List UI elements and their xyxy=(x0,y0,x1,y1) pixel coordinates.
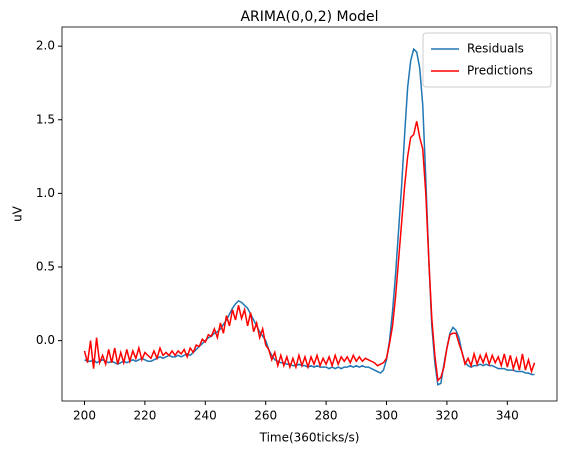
y-tick-label: 0.0 xyxy=(36,333,55,347)
x-tick-label: 280 xyxy=(315,409,338,423)
y-axis-label: uV xyxy=(11,205,25,222)
x-tick-label: 340 xyxy=(496,409,519,423)
x-tick-label: 200 xyxy=(73,409,96,423)
y-tick-label: 1.5 xyxy=(36,112,55,126)
legend-box xyxy=(422,32,552,88)
x-axis-label: Time(360ticks/s) xyxy=(259,431,360,445)
legend-label: Residuals xyxy=(467,42,524,56)
axes-frame xyxy=(61,26,558,402)
x-tick-label: 300 xyxy=(375,409,398,423)
x-tick-label: 220 xyxy=(133,409,156,423)
line-series xyxy=(83,121,536,382)
chart-title: ARIMA(0,0,2) Model xyxy=(240,9,378,25)
line-series xyxy=(84,47,535,386)
legend-label: Predictions xyxy=(467,64,533,78)
x-tick-label: 240 xyxy=(194,409,217,423)
y-tick-label: 2.0 xyxy=(36,39,55,53)
y-tick-label: 1.0 xyxy=(36,186,55,200)
x-tick-label: 320 xyxy=(435,409,458,423)
x-tick-label: 260 xyxy=(254,409,277,423)
y-tick-label: 0.5 xyxy=(36,260,55,274)
